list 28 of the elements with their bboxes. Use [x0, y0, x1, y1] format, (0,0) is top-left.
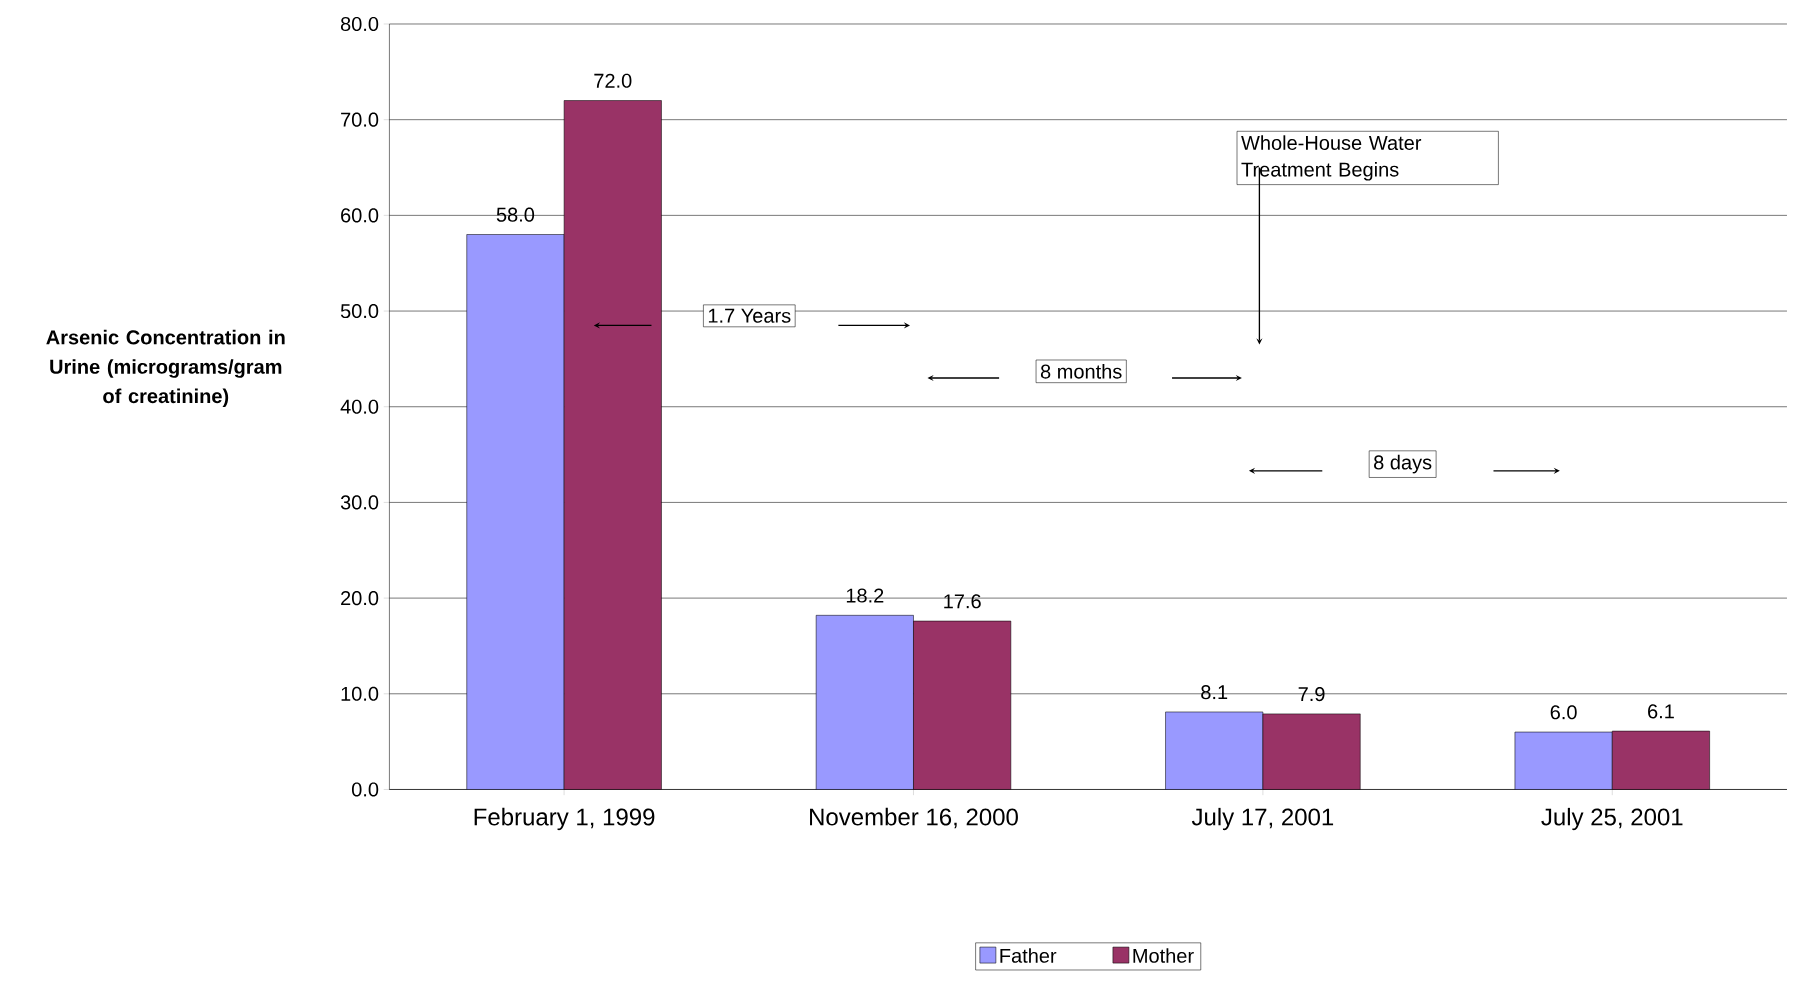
y-tick-label: 40.0 [340, 399, 379, 414]
data-label: 17.6 [944, 594, 981, 609]
y-axis-title: Arsenic Concentration in Urine (micrograms/gram of creatinine) [46, 329, 285, 408]
x-tick-label: February 1, 1999 [474, 807, 655, 831]
x-tick-label: November 16, 2000 [810, 807, 1018, 829]
x-tick-label: July 17, 2001 [1191, 807, 1334, 831]
y-tick-label: 70.0 [341, 112, 379, 127]
annotation: 8 days [1374, 454, 1432, 474]
y-tick-label: 30.0 [340, 495, 379, 510]
data-label: 72.0 [594, 73, 632, 88]
y-tick-label: 0.0 [351, 782, 379, 797]
y-tick-label: 20.0 [341, 591, 379, 606]
data-label: 6.1 [1648, 704, 1674, 719]
data-label: 7.9 [1298, 687, 1325, 702]
y-tick-label: 10.0 [341, 686, 379, 701]
data-label: 18.2 [846, 588, 884, 603]
annotation: Whole-House Water Treatment Begins [1241, 135, 1422, 181]
annotation: 1.7 Years [708, 308, 791, 323]
y-tick-label: 60.0 [341, 208, 379, 223]
y-tick-label: 50.0 [340, 304, 379, 319]
data-label: 6.0 [1550, 705, 1577, 720]
data-label: 58.0 [496, 207, 535, 222]
legend-label: Father [1000, 948, 1057, 963]
y-tick-label: 80.0 [340, 16, 379, 32]
annotation: 8 months [1040, 364, 1122, 379]
x-tick-label: July 25, 2001 [1541, 807, 1683, 831]
legend-label: Mother [1133, 948, 1194, 963]
data-label: 8.1 [1201, 685, 1228, 700]
